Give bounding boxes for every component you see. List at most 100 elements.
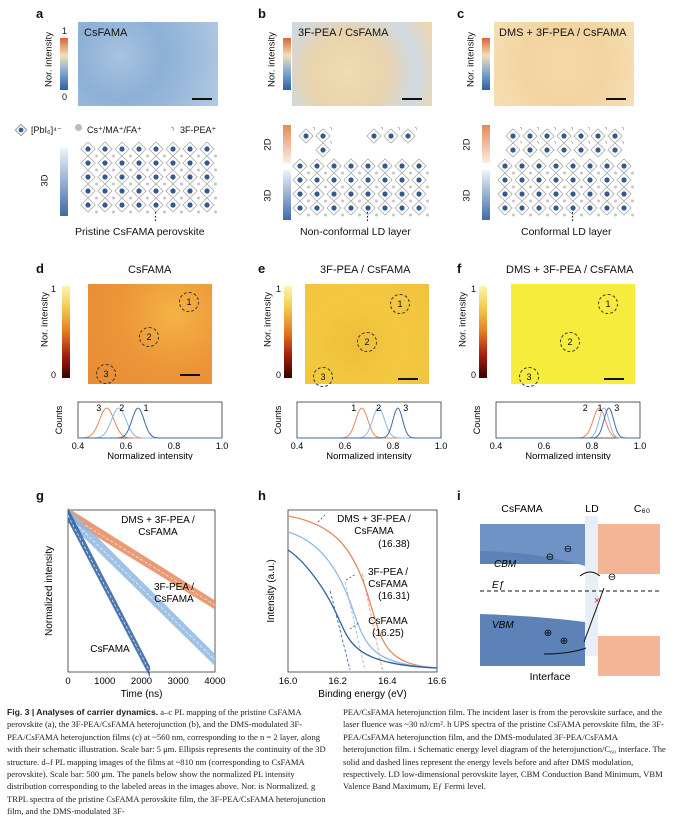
cation [112, 154, 115, 158]
interface-label: Interface [530, 671, 571, 683]
caption-b: Non-conformal LD layer [300, 226, 411, 238]
bar-2d [283, 125, 291, 163]
pb-site [519, 163, 525, 169]
pb-site [519, 191, 525, 197]
pb-site [297, 191, 303, 197]
pb-site [405, 133, 411, 139]
pb-site [502, 163, 508, 169]
pb-site [621, 191, 627, 197]
pb-site [527, 133, 533, 139]
region-circle: 2 [560, 332, 580, 352]
pb-site [399, 163, 405, 169]
cation [631, 213, 634, 217]
pb-site [136, 160, 142, 166]
cation [580, 185, 583, 189]
pb-site [570, 163, 576, 169]
onset-fit [344, 581, 366, 671]
figure-caption-right: PEA/CsFAMA heterojunction film. The inci… [343, 706, 668, 793]
cation [180, 168, 183, 172]
pea-mark: ⸃ [553, 141, 557, 148]
energy-diagram: CsFAMA LD C₆₀ CBM Eƒ VBM ⊖ ⊖ ⊖ ⊕ ⊕ × Interface [480, 503, 660, 683]
pb-site [119, 188, 125, 194]
pb-site [187, 188, 193, 194]
vbm-label: VBM [492, 620, 514, 631]
series-label: 3F-PEA / [154, 582, 194, 593]
legend-pbi: [PbI₆]⁴⁻ [31, 125, 62, 135]
onset-fit [329, 590, 351, 671]
cation [426, 199, 429, 203]
peak-label: 2 [583, 403, 588, 413]
bar-3d [60, 148, 68, 216]
cation [529, 171, 532, 175]
pb-site [536, 163, 542, 169]
pea-mark: ⸃ [519, 141, 523, 148]
pb-site [102, 174, 108, 180]
octahedron-icon [14, 123, 28, 137]
cation [95, 182, 98, 186]
pb-site [519, 205, 525, 211]
colorbar [284, 286, 292, 378]
cation [614, 185, 617, 189]
cation [146, 182, 149, 186]
pb-site [136, 146, 142, 152]
pb-site [510, 133, 516, 139]
cation [563, 199, 566, 203]
cation [324, 199, 327, 203]
trpl-chart: Normalized intensity 0 1000 2000 3000 4000 Tim… [44, 508, 226, 700]
hist-curve [297, 407, 440, 439]
pb-site [102, 202, 108, 208]
pb-site [204, 188, 210, 194]
pea-mark: ⸃ [519, 127, 523, 134]
pb-site [119, 174, 125, 180]
label-3d: 3D [461, 189, 473, 202]
xlabel: Normalized intensity [525, 451, 611, 460]
cation [546, 213, 549, 217]
pea-mark: ⸃ [312, 127, 316, 134]
cation [180, 210, 183, 214]
panel-label-i: i [457, 488, 461, 503]
cation [95, 196, 98, 200]
series-label: CsFAMA [138, 527, 178, 538]
cation [546, 199, 549, 203]
cation [163, 210, 166, 214]
cation [112, 196, 115, 200]
decay-band [68, 508, 215, 666]
pb-site [85, 202, 91, 208]
map-title-b: 3F-PEA / CsFAMA [298, 27, 389, 39]
peak-label: 3 [614, 403, 619, 413]
lattice-3d [80, 142, 217, 214]
cation [512, 199, 515, 203]
cation [597, 185, 600, 189]
pl-map-b [292, 22, 432, 106]
cation [529, 185, 532, 189]
cation [375, 185, 378, 189]
decay-band [68, 508, 215, 610]
cation [563, 171, 566, 175]
pb-site [136, 202, 142, 208]
pb-site [102, 188, 108, 194]
cation [392, 185, 395, 189]
scale-bar [192, 98, 212, 100]
cation [214, 182, 217, 186]
bar-3d [283, 170, 291, 220]
panel-label-e: e [258, 261, 266, 276]
tick-label: 0.6 [538, 441, 551, 451]
pb-site [85, 146, 91, 152]
series-label: (16.38) [378, 539, 410, 550]
pb-site [331, 177, 337, 183]
cation [163, 196, 166, 200]
cation [614, 213, 617, 217]
cation [426, 171, 429, 175]
pea-mark: ⸃ [553, 127, 557, 134]
pb-site [544, 147, 550, 153]
pb-site [578, 147, 584, 153]
plot-frame [287, 509, 438, 673]
cation [341, 199, 344, 203]
pb-site [85, 188, 91, 194]
hist-curve [496, 407, 639, 439]
series-label: (16.31) [378, 591, 410, 602]
tick-label: 0 [65, 676, 70, 687]
tick-label: 16.4 [378, 676, 397, 687]
cation [197, 182, 200, 186]
cation [341, 185, 344, 189]
